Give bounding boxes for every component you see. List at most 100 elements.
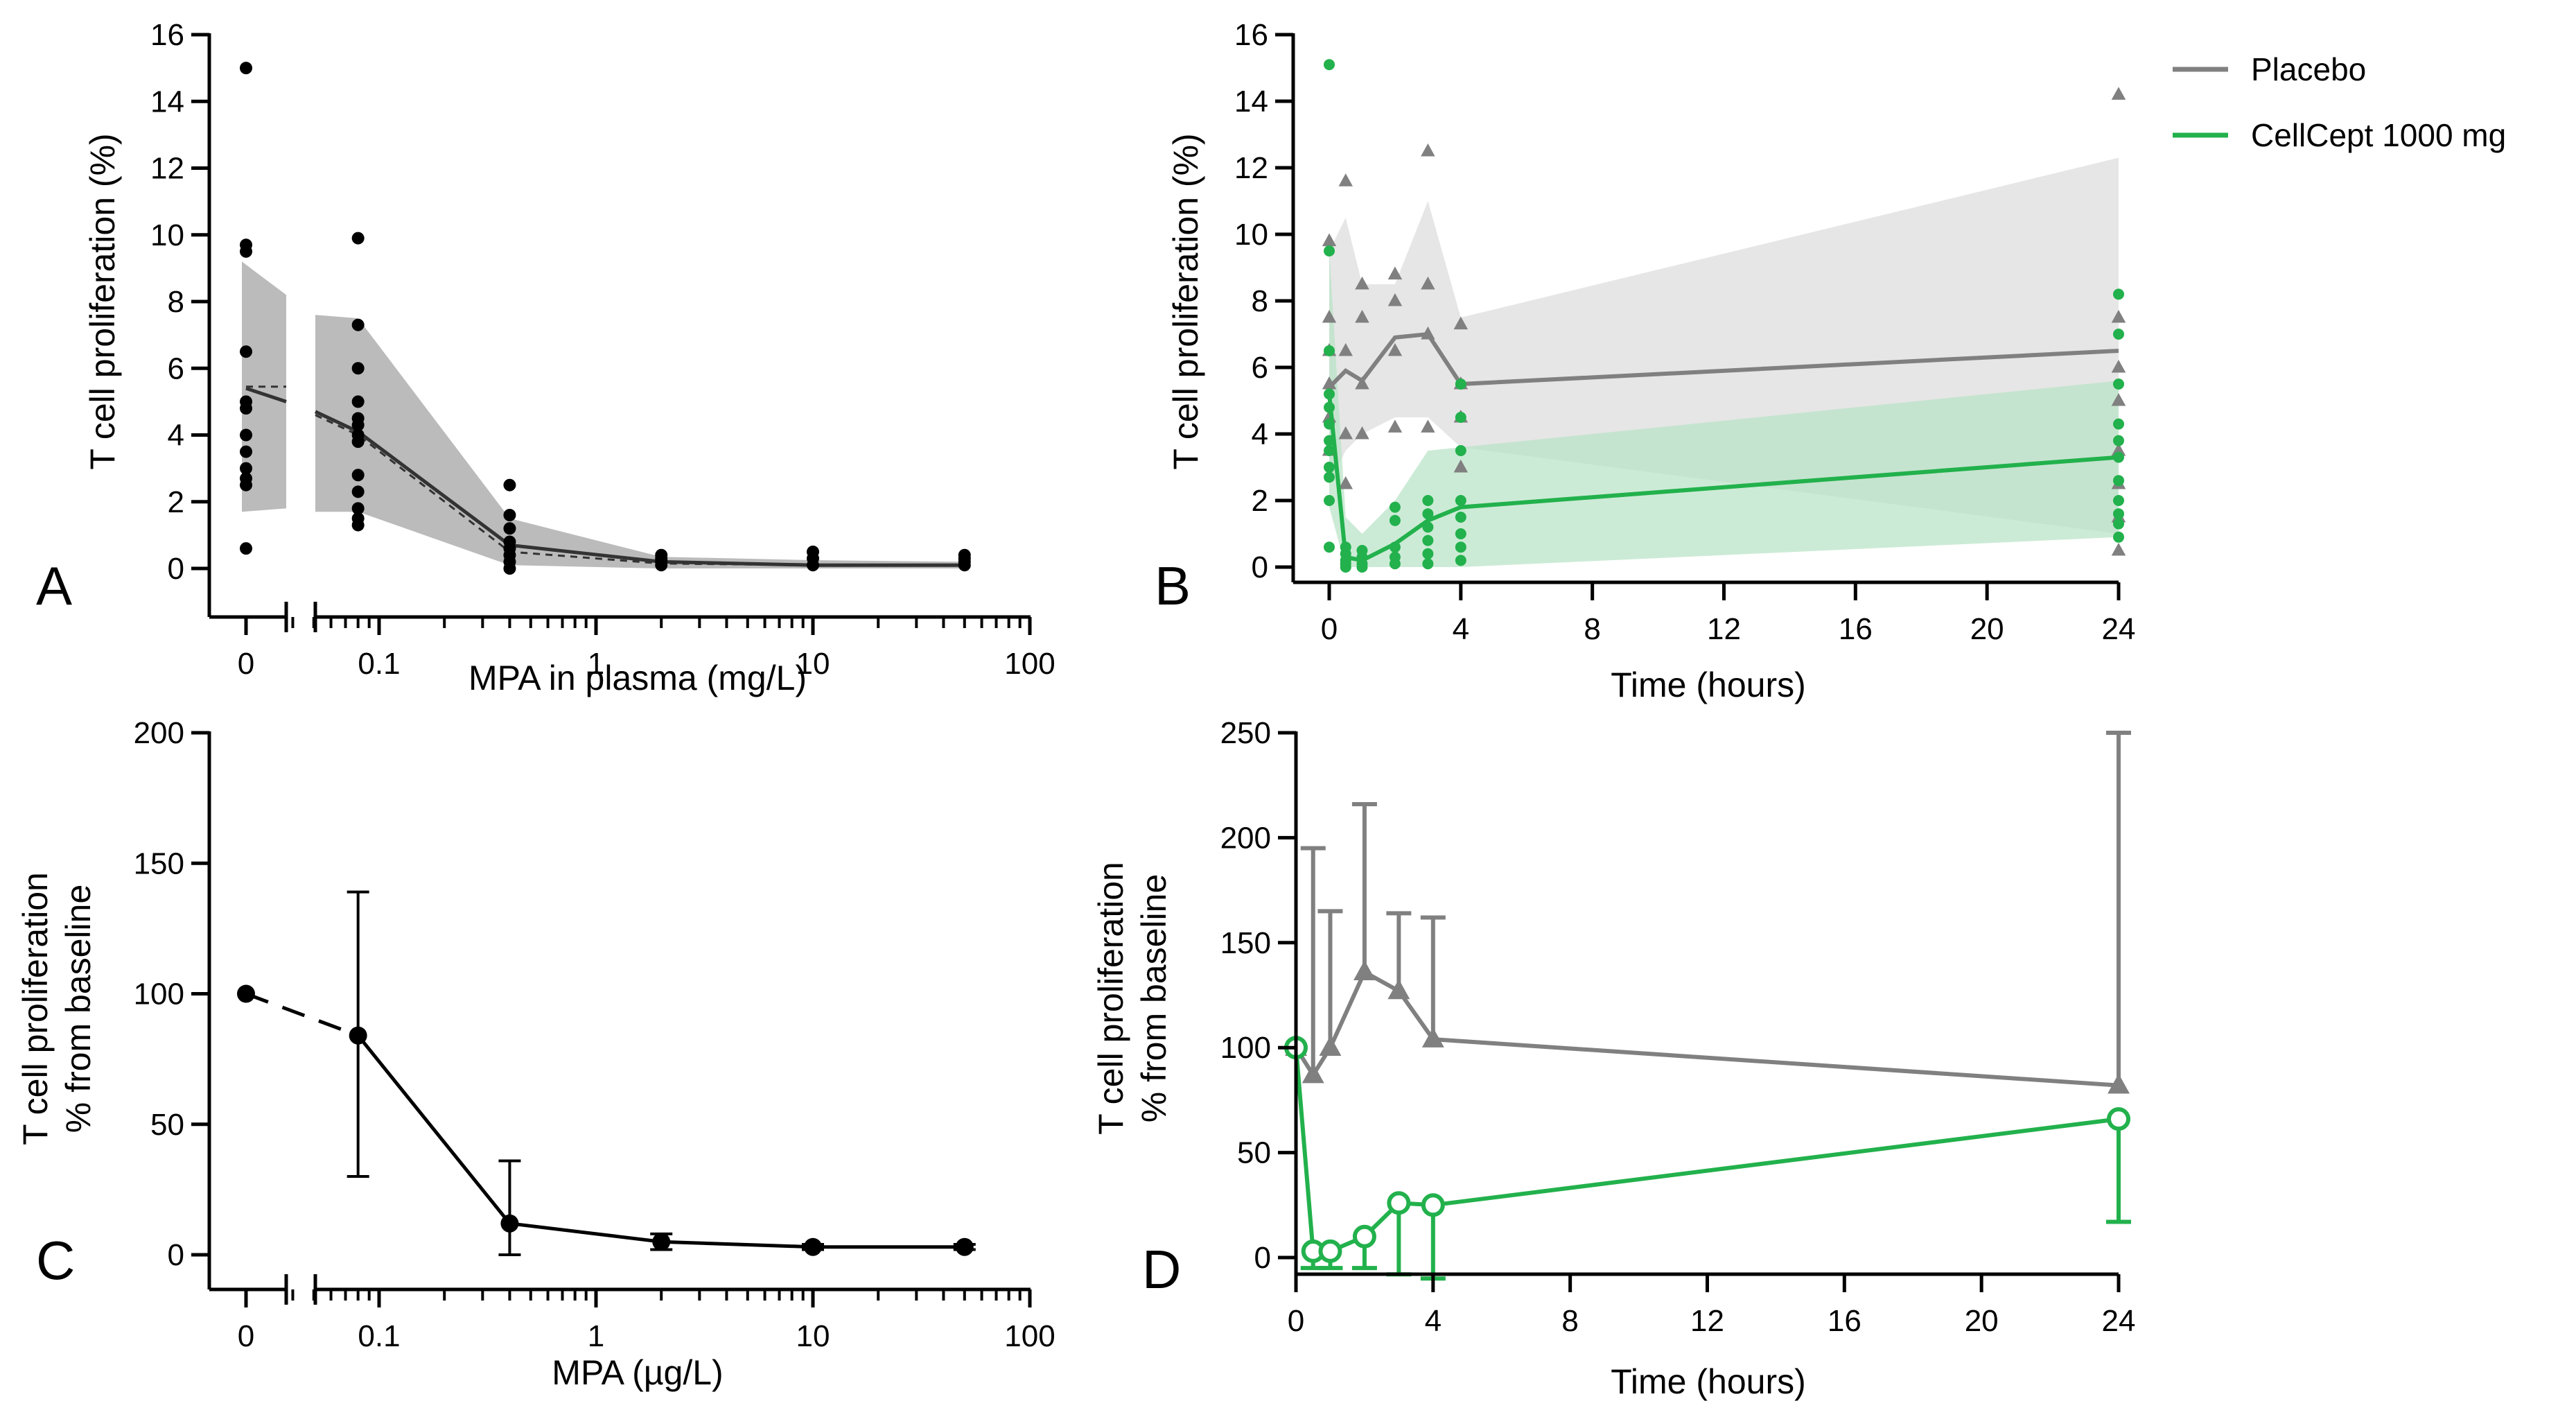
panel-b-x-tick-label: 4	[1453, 612, 1469, 646]
panel-a-data-point	[240, 542, 252, 555]
panel-b-data-point-cellcept	[1455, 412, 1466, 423]
panel-b-data-point-cellcept	[1422, 534, 1434, 546]
panel-a-y-tick-label: 0	[168, 552, 184, 586]
panel-b-data-point-placebo	[1421, 419, 1435, 433]
panel-b-data-point-cellcept	[1340, 562, 1351, 573]
panel-a-data-point	[351, 435, 365, 449]
panel-b-y-axis-title: T cell proliferation (%)	[1166, 133, 1205, 469]
panel-b-y-tick-label: 10	[1234, 218, 1268, 252]
panel-a-median-line-zero	[245, 386, 287, 403]
panel-c-break-connector	[245, 992, 359, 1038]
panel-b-data-point-cellcept	[1324, 541, 1335, 553]
panel-b-data-point-placebo	[1421, 143, 1435, 157]
panel-d-x-tick-label: 24	[2102, 1304, 2136, 1338]
panel-b-data-point-placebo	[1355, 309, 1369, 323]
panel-a-data-point	[351, 469, 365, 482]
panel-a-data-point	[503, 478, 516, 492]
panel-a-x-tick-label: 0.1	[358, 647, 400, 681]
panel-a-data-point	[655, 559, 668, 572]
panel-d-y-tick-label: 0	[1254, 1241, 1271, 1275]
panel-b-data-point-placebo	[1387, 293, 1403, 306]
panel-b-data-point-placebo	[1338, 426, 1353, 440]
panel-b-data-point-placebo	[2111, 309, 2126, 323]
panel-a-y-tick-label: 4	[168, 419, 184, 453]
panel-b-data-point-cellcept	[1455, 555, 1466, 566]
panel-b-data-point-cellcept	[1324, 401, 1335, 413]
panel-b-data-point-cellcept	[1455, 528, 1466, 539]
panel-c-x-tick-label: 0	[238, 1319, 254, 1353]
panel-b-data-point-placebo	[1453, 316, 1469, 330]
legend-label-0: Placebo	[2251, 51, 2366, 87]
panel-b-x-tick-label: 8	[1584, 612, 1600, 646]
panel-c-x-tick-label: 0.1	[358, 1319, 400, 1353]
panel-b-y-tick-label: 0	[1252, 550, 1268, 584]
panel-d-x-tick-label: 0	[1288, 1304, 1304, 1338]
panel-a-data-point	[351, 232, 365, 245]
panel-b-data-point-cellcept	[2113, 475, 2124, 487]
panel-b-data-point-cellcept	[1389, 514, 1401, 526]
panel-b-data-point-placebo	[1387, 266, 1403, 280]
panel-b-data-point-cellcept	[2113, 531, 2124, 543]
panel-b-data-point-cellcept	[1422, 495, 1434, 506]
panel-b-data-point-cellcept	[2113, 435, 2124, 446]
panel-d-data-point-cellcept	[1387, 1191, 1411, 1215]
panel-b-data-point-cellcept	[1422, 558, 1434, 570]
panel-d-data-point-cellcept	[1421, 1193, 1445, 1217]
panel-b-data-point-cellcept	[1422, 508, 1434, 520]
panel-a-data-point	[503, 562, 516, 575]
panel-a-y-tick-label: 14	[150, 85, 184, 119]
panel-d-line-placebo	[1294, 969, 2119, 1088]
panel-c-letter: C	[36, 1230, 75, 1291]
panel-b-data-point-placebo	[2111, 542, 2126, 556]
panel-b-x-tick-label: 0	[1321, 612, 1338, 646]
panel-b-y-tick-label: 16	[1234, 18, 1268, 52]
panel-b-data-point-placebo	[2111, 359, 2126, 373]
panel-b-data-point-placebo	[1355, 376, 1369, 390]
panel-a-data-point	[351, 485, 365, 498]
panel-b-data-point-cellcept	[1324, 59, 1335, 71]
panel-a-y-axis-title: T cell proliferation (%)	[83, 133, 122, 469]
panel-b-data-point-placebo	[1355, 276, 1369, 290]
panel-b-data-point-cellcept	[1324, 445, 1335, 456]
panel-c-y-axis-title: T cell proliferation% from baseline	[16, 872, 98, 1145]
panel-b-data-point-cellcept	[1455, 541, 1466, 553]
panel-a: 0 2 4 6 8 10 12 14 16 0 0.1 1 10 100 MPA in plasma (mg…	[36, 18, 1055, 697]
panel-a-data-point	[351, 318, 365, 331]
panel-d-y-tick-label: 100	[1220, 1031, 1271, 1065]
panel-c-y-tick-label: 150	[134, 846, 184, 880]
panel-a-data-point	[240, 345, 252, 358]
panel-a-data-point	[240, 462, 252, 475]
panel-b-y-tick-label: 6	[1252, 351, 1268, 385]
panel-c-y-axis-title-line2: % from baseline	[59, 885, 98, 1133]
panel-c-data-point	[652, 1233, 671, 1251]
panel-b-letter: B	[1155, 555, 1191, 616]
panel-a-data-point	[807, 559, 819, 572]
panel-b-data-point-placebo	[1338, 173, 1353, 186]
panel-a-data-point	[503, 522, 516, 535]
panel-a-letter: A	[36, 555, 72, 616]
panel-c-y-tick-label: 200	[134, 716, 184, 750]
panel-b-data-point-cellcept	[1324, 345, 1335, 356]
panel-c-data-point	[349, 1026, 367, 1045]
panel-b-data-point-cellcept	[2113, 288, 2124, 300]
panel-d-data-point-placebo	[1353, 960, 1376, 980]
panel-a-data-point	[503, 509, 516, 521]
panel-c-data-point	[237, 984, 255, 1003]
panel-b-y-tick-label: 4	[1252, 417, 1268, 451]
panel-c-data-point	[804, 1237, 822, 1256]
panel-a-y-tick-label: 10	[150, 218, 184, 252]
panel-d-y-axis-title-line2: % from baseline	[1134, 874, 1173, 1123]
panel-d-y-axis-title: T cell proliferation% from baseline	[1092, 862, 1173, 1135]
panel-b-data-point-placebo	[1387, 419, 1403, 433]
panel-d-y-tick-label: 150	[1220, 926, 1271, 960]
panel-b-data-point-cellcept	[1324, 471, 1335, 483]
panel-a-y-tick-label: 2	[168, 485, 184, 519]
panel-a-data-point	[351, 502, 365, 515]
panel-b-y-tick-label: 2	[1252, 484, 1268, 518]
panel-a-data-point	[351, 419, 365, 432]
panel-d-letter: D	[1142, 1239, 1181, 1300]
panel-d-x-tick-label: 20	[1965, 1304, 1999, 1338]
panel-b-data-point-cellcept	[1324, 418, 1335, 430]
panel-a-x-tick-label: 0	[238, 647, 254, 681]
